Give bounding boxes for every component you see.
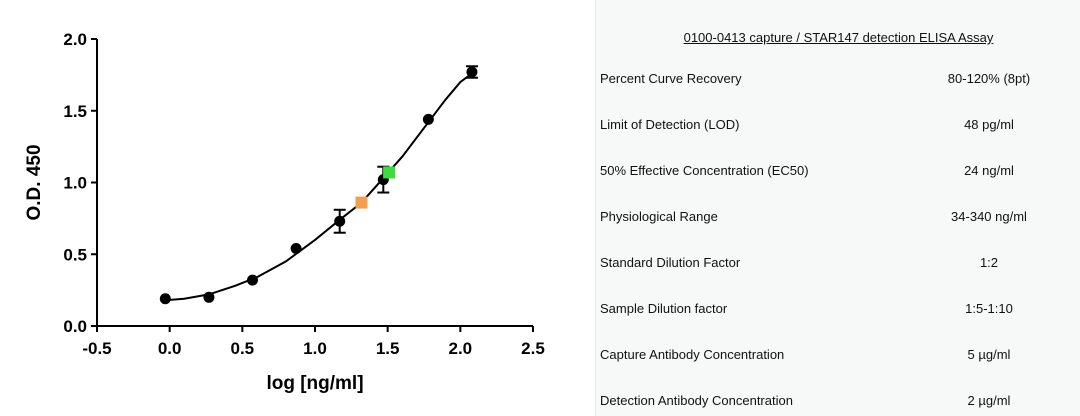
y-tick-label: 0.5 — [63, 245, 87, 264]
row-value: 1:2 — [979, 255, 999, 270]
x-tick-label: 0.5 — [231, 339, 255, 358]
row-label: Capture Antibody Concentration — [600, 347, 785, 362]
table-row: Sample Dilution factor 1:5-1:10 — [596, 301, 1080, 321]
y-tick-label: 1.0 — [63, 174, 87, 193]
assay-title: 0100-0413 capture / STAR147 detection EL… — [683, 30, 994, 45]
x-tick-label: 2.5 — [521, 339, 545, 358]
y-tick-label: 0.0 — [63, 317, 87, 336]
table-row: 50% Effective Concentration (EC50) 24 ng… — [596, 163, 1080, 183]
row-value: 80-120% (8pt) — [947, 71, 1031, 86]
row-value: 24 ng/ml — [964, 163, 1014, 178]
row-label: Sample Dilution factor — [600, 301, 728, 316]
x-tick-label: -0.5 — [82, 339, 111, 358]
sample-point — [383, 166, 396, 179]
row-value: 1:5-1:10 — [965, 301, 1013, 316]
x-axis-title: log [ng/ml] — [266, 373, 363, 394]
row-label: Detection Antibody Concentration — [600, 393, 793, 408]
row-label: Physiological Range — [600, 209, 718, 224]
fit-curve-line — [165, 72, 473, 302]
row-label: Percent Curve Recovery — [600, 71, 742, 86]
y-tick-label: 1.5 — [63, 102, 87, 121]
table-row: Capture Antibody Concentration 5 µg/ml — [596, 347, 1080, 367]
data-point — [334, 215, 346, 227]
data-point — [290, 243, 302, 255]
row-label: 50% Effective Concentration (EC50) — [600, 163, 809, 178]
data-point — [203, 291, 215, 303]
x-tick-label: 2.0 — [449, 339, 473, 358]
table-row: Physiological Range 34-340 ng/ml — [596, 209, 1080, 229]
chart-svg: 0.0 0.5 1.0 1.5 2.0 -0.5 0.0 0.5 1.0 1.5 2.0 2.5 log… — [24, 30, 545, 394]
data-point — [422, 113, 434, 125]
chart: 0.0 0.5 1.0 1.5 2.0 -0.5 0.0 0.5 1.0 1.5 2.0 2.5 log… — [24, 30, 545, 394]
x-tick-label: 0.0 — [158, 339, 182, 358]
sample-point — [355, 196, 368, 209]
data-point — [247, 274, 259, 286]
table-row: Standard Dilution Factor 1:2 — [596, 255, 1080, 275]
row-value: 5 µg/ml — [967, 347, 1011, 362]
row-value: 48 pg/ml — [964, 117, 1014, 132]
table-row: Detection Antibody Concentration 2 µg/ml — [596, 393, 1080, 413]
row-label: Limit of Detection (LOD) — [600, 117, 740, 132]
x-tick-label: 1.0 — [303, 339, 327, 358]
assay-info-panel: 0100-0413 capture / STAR147 detection EL… — [595, 0, 1080, 416]
row-value: 2 µg/ml — [967, 393, 1011, 408]
row-value: 34-340 ng/ml — [951, 209, 1027, 224]
y-tick-label: 2.0 — [63, 30, 87, 49]
table-row: Percent Curve Recovery 80-120% (8pt) — [596, 71, 1080, 91]
row-label: Standard Dilution Factor — [600, 255, 741, 270]
x-tick-label: 1.5 — [376, 339, 400, 358]
table-row: Limit of Detection (LOD) 48 pg/ml — [596, 117, 1080, 137]
data-point — [466, 66, 478, 78]
data-point — [159, 293, 171, 305]
y-axis-title: O.D. 450 — [24, 144, 45, 220]
